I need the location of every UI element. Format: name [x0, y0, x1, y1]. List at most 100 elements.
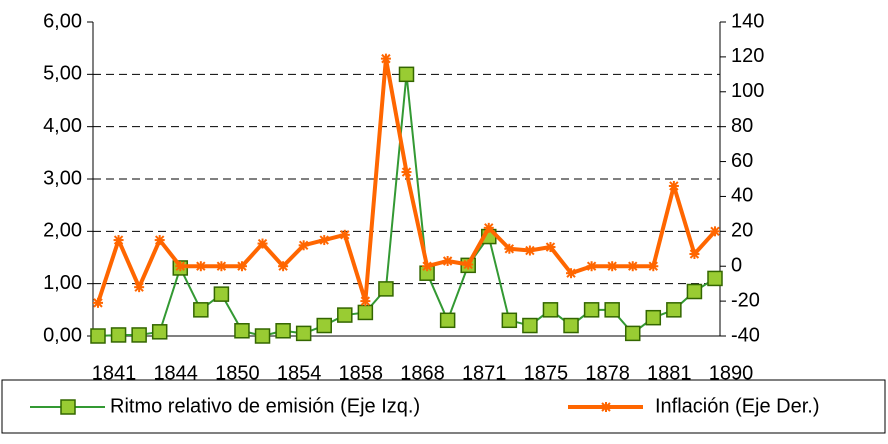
marker-stroke: [689, 249, 700, 259]
marker-stroke: [360, 296, 371, 306]
y-tick-label: 4,00: [43, 115, 82, 137]
marker: [545, 242, 556, 253]
marker-stroke: [710, 226, 720, 237]
marker: [378, 281, 394, 297]
marker-stroke: [525, 245, 535, 256]
marker: [316, 317, 332, 334]
y-tick-label: 2,00: [43, 220, 82, 242]
marker: [110, 327, 127, 343]
marker: [131, 327, 147, 343]
marker: [319, 235, 330, 246]
y2-tick-label: 140: [731, 10, 764, 32]
marker: [463, 259, 474, 270]
marker-stroke: [298, 240, 309, 250]
marker: [339, 229, 350, 240]
marker: [689, 249, 700, 260]
marker-stroke: [601, 402, 611, 412]
y-tick-label: 1,00: [43, 272, 82, 294]
marker: [686, 283, 703, 300]
marker: [257, 238, 268, 249]
marker-stroke: [628, 261, 638, 271]
marker: [113, 235, 124, 246]
marker-stroke: [463, 259, 473, 270]
series-line: [96, 56, 717, 304]
y2-tick-label: -20: [731, 289, 760, 311]
x-tick-label: 1850: [215, 362, 260, 384]
marker: [278, 261, 289, 272]
marker-stroke: [607, 261, 617, 271]
y2-tick-label: 120: [731, 45, 764, 67]
x-tick-label: 1881: [647, 362, 692, 384]
y2-tick-label: 60: [731, 150, 753, 172]
marker-stroke: [175, 261, 185, 271]
marker-stroke: [278, 261, 288, 271]
marker: [422, 261, 433, 272]
marker: [175, 261, 186, 272]
x-tick-label: 1854: [277, 362, 322, 384]
marker: [668, 180, 679, 191]
x-tick-label: 1871: [462, 362, 507, 384]
y2-tick-label: -40: [731, 324, 760, 346]
marker-stroke: [216, 261, 227, 271]
marker-stroke: [484, 223, 494, 233]
marker-stroke: [154, 235, 165, 245]
y-tick-label: 6,00: [43, 10, 82, 32]
marker: [566, 268, 577, 279]
marker-stroke: [442, 256, 453, 266]
marker: [439, 312, 456, 329]
marker: [524, 245, 535, 256]
marker: [90, 328, 106, 344]
marker: [298, 240, 309, 251]
x-tick-label: 1868: [400, 362, 445, 384]
marker: [501, 312, 518, 329]
marker-stroke: [196, 261, 206, 271]
marker-stroke: [134, 282, 144, 292]
marker-stroke: [586, 261, 597, 271]
marker: [398, 66, 415, 83]
marker: [401, 167, 412, 178]
marker: [216, 261, 227, 272]
legend-box: [1, 379, 886, 434]
marker: [154, 235, 165, 246]
y2-tick-label: 20: [731, 220, 753, 242]
marker: [710, 226, 720, 237]
marker: [193, 302, 209, 318]
marker: [151, 324, 168, 340]
marker: [601, 402, 611, 412]
marker: [648, 261, 659, 272]
legend-label: Inflación (Eje Der.): [655, 395, 820, 417]
marker-stroke: [113, 235, 124, 245]
marker: [522, 317, 538, 334]
x-tick-label: 1841: [92, 362, 137, 384]
y2-tick-label: 80: [731, 115, 753, 137]
marker: [607, 261, 618, 272]
marker-stroke: [648, 261, 659, 271]
y2-tick-label: 100: [731, 80, 764, 102]
marker-stroke: [669, 181, 679, 191]
marker: [542, 302, 559, 318]
y2-tick-label: 0: [731, 255, 742, 277]
x-tick-label: 1858: [339, 362, 384, 384]
marker: [236, 261, 247, 272]
marker-stroke: [504, 244, 515, 254]
y-tick-label: 0,00: [43, 324, 82, 346]
marker: [254, 328, 271, 344]
marker: [645, 309, 662, 326]
marker-stroke: [319, 235, 329, 245]
x-tick-label: 1844: [153, 362, 198, 384]
marker: [295, 325, 312, 342]
marker: [360, 296, 371, 307]
y-tick-label: 5,00: [43, 63, 82, 85]
marker-stroke: [237, 261, 247, 271]
marker: [195, 261, 206, 272]
marker: [380, 53, 391, 64]
x-tick-label: 1890: [709, 362, 754, 384]
marker: [337, 307, 353, 323]
marker: [563, 317, 579, 334]
marker-stroke: [257, 238, 268, 249]
marker: [666, 302, 682, 318]
marker-stroke: [381, 53, 391, 64]
marker-stroke: [566, 268, 576, 278]
